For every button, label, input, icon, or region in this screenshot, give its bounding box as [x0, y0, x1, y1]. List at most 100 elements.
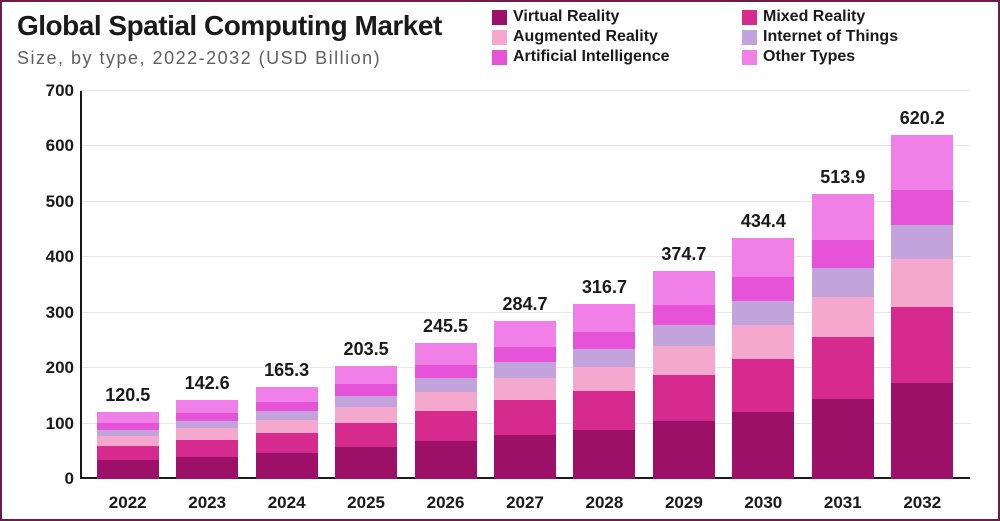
- bar-segment: [891, 307, 953, 383]
- bar-segment: [415, 411, 477, 441]
- bar-total-label: 620.2: [900, 108, 945, 129]
- bar-segment: [573, 304, 635, 332]
- bar-segment: [176, 457, 238, 479]
- bar-segment: [97, 436, 159, 445]
- legend-swatch: [492, 10, 507, 25]
- y-axis: 0100200300400500600700: [34, 91, 74, 479]
- bar-segment: [494, 362, 556, 378]
- bar-total-label: 513.9: [820, 167, 865, 188]
- legend-item: Augmented Reality: [492, 28, 742, 46]
- bar-segment: [653, 421, 715, 479]
- bar-segment: [494, 378, 556, 400]
- chart-title: Global Spatial Computing Market: [17, 10, 442, 42]
- legend-swatch: [742, 30, 757, 45]
- bar-segment: [494, 321, 556, 346]
- bar-segment: [891, 259, 953, 307]
- bar-segment: [891, 135, 953, 190]
- y-tick-label: 100: [34, 414, 74, 434]
- bar-segment: [335, 407, 397, 423]
- legend: Virtual Reality Mixed Reality Augmented Re…: [492, 8, 992, 66]
- bar-segment: [891, 383, 953, 479]
- bar-total-label: 284.7: [502, 294, 547, 315]
- bar-segment: [97, 446, 159, 461]
- legend-label: Mixed Reality: [763, 8, 865, 26]
- x-tick-label: 2022: [97, 493, 159, 513]
- legend-item: Internet of Things: [742, 28, 992, 46]
- bar-segment: [97, 430, 159, 437]
- legend-label: Virtual Reality: [513, 8, 619, 26]
- bar-segment: [891, 190, 953, 224]
- x-tick-label: 2027: [494, 493, 556, 513]
- bar-segment: [732, 277, 794, 301]
- bar-total-label: 142.6: [185, 373, 230, 394]
- bar-segment: [732, 359, 794, 412]
- bar-segment: [256, 420, 318, 433]
- y-tick-label: 600: [34, 136, 74, 156]
- bar-total-label: 203.5: [344, 339, 389, 360]
- bar: 142.6: [176, 400, 238, 479]
- bar-segment: [573, 391, 635, 430]
- bar-segment: [494, 400, 556, 435]
- bar-total-label: 374.7: [661, 244, 706, 265]
- bar-segment: [256, 453, 318, 479]
- y-tick-label: 700: [34, 81, 74, 101]
- bar-segment: [97, 460, 159, 479]
- bar-segment: [335, 396, 397, 407]
- y-tick-label: 0: [34, 469, 74, 489]
- bar-segment: [812, 297, 874, 337]
- bar-segment: [335, 423, 397, 448]
- x-tick-label: 2029: [653, 493, 715, 513]
- bar-segment: [415, 378, 477, 392]
- legend-swatch: [742, 50, 757, 65]
- bar: 165.3: [256, 387, 318, 479]
- y-tick-label: 200: [34, 358, 74, 378]
- bar-segment: [653, 305, 715, 326]
- bar-segment: [732, 412, 794, 479]
- x-tick-label: 2031: [812, 493, 874, 513]
- legend-item: Mixed Reality: [742, 8, 992, 26]
- bar-segment: [256, 411, 318, 420]
- x-tick-label: 2028: [573, 493, 635, 513]
- bar-segment: [176, 421, 238, 429]
- y-tick-label: 400: [34, 247, 74, 267]
- bar: 120.5: [97, 412, 159, 479]
- chart-frame: Global Spatial Computing Market Size, by…: [0, 0, 1000, 521]
- bar-segment: [415, 392, 477, 411]
- bar-segment: [415, 441, 477, 479]
- bar-segment: [891, 225, 953, 259]
- bar: 434.4: [732, 238, 794, 479]
- bar-segment: [812, 337, 874, 400]
- bar-segment: [732, 301, 794, 325]
- bar-segment: [176, 400, 238, 413]
- legend-label: Artificial Intelligence: [513, 48, 669, 66]
- bar-segment: [573, 349, 635, 367]
- bar-segment: [494, 347, 556, 363]
- bar-total-label: 316.7: [582, 277, 627, 298]
- bar: 374.7: [653, 271, 715, 479]
- bar: 316.7: [573, 304, 635, 479]
- x-tick-label: 2025: [335, 493, 397, 513]
- legend-swatch: [742, 10, 757, 25]
- bar-segment: [97, 412, 159, 423]
- bar: 513.9: [812, 194, 874, 479]
- bar-segment: [812, 240, 874, 268]
- bar-segment: [176, 428, 238, 439]
- bar-segment: [732, 325, 794, 359]
- bar-segment: [176, 413, 238, 421]
- x-tick-label: 2030: [732, 493, 794, 513]
- bar-segment: [415, 343, 477, 365]
- x-axis-labels: 2022202320242025202620272028202920302031…: [80, 493, 970, 513]
- bar-segment: [335, 366, 397, 384]
- legend-label: Augmented Reality: [513, 28, 658, 46]
- chart-subtitle: Size, by type, 2022-2032 (USD Billion): [17, 48, 381, 69]
- x-tick-label: 2024: [256, 493, 318, 513]
- legend-item: Other Types: [742, 48, 992, 66]
- bar: 284.7: [494, 321, 556, 479]
- y-tick-label: 300: [34, 303, 74, 323]
- bar-segment: [335, 384, 397, 395]
- legend-item: Artificial Intelligence: [492, 48, 742, 66]
- bar-segment: [415, 365, 477, 379]
- y-tick-label: 500: [34, 192, 74, 212]
- legend-label: Internet of Things: [763, 28, 898, 46]
- legend-swatch: [492, 30, 507, 45]
